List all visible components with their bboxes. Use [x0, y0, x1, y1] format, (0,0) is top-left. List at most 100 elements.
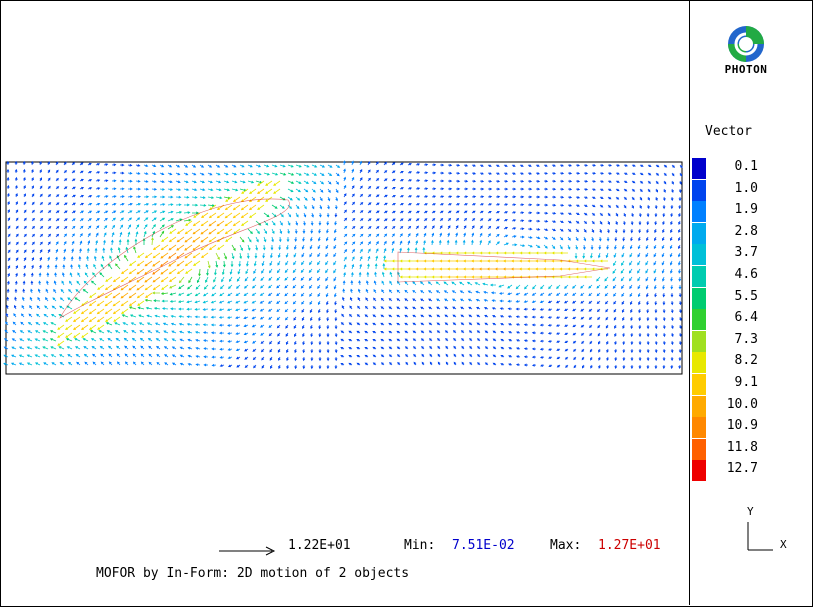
vector-arrow: [22, 296, 25, 302]
vector-arrow: [215, 196, 223, 200]
vector-arrow: [663, 172, 667, 177]
vector-arrow: [243, 324, 249, 328]
vector-arrow: [243, 292, 249, 296]
vector-arrow: [519, 267, 528, 271]
vector-arrow: [195, 363, 201, 367]
vector-arrow: [391, 267, 400, 271]
vector-arrow: [396, 322, 401, 326]
vector-arrow: [23, 209, 27, 214]
vector-arrow: [45, 297, 49, 302]
vector-arrow: [218, 300, 225, 304]
vector-arrow: [34, 354, 41, 358]
vector-arrow: [4, 329, 9, 334]
vector-arrow: [451, 281, 457, 286]
vector-arrow: [47, 161, 50, 166]
vector-arrow: [359, 160, 363, 166]
vector-arrow: [292, 276, 297, 281]
vector-arrow: [356, 355, 361, 358]
vector-arrow: [543, 187, 549, 191]
vector-arrow: [535, 244, 541, 248]
vector-arrow: [407, 171, 413, 174]
vector-arrow: [146, 322, 153, 326]
vector-arrow: [85, 263, 89, 270]
vector-arrow: [471, 172, 477, 175]
vector-arrow: [326, 348, 330, 354]
vector-arrow: [407, 267, 416, 271]
legend-label: 12.7: [726, 461, 758, 477]
vector-arrow: [423, 203, 428, 206]
vector-arrow: [145, 292, 153, 298]
vector-arrow: [231, 180, 238, 184]
vector-arrow: [326, 324, 330, 330]
vector-arrow: [310, 340, 314, 346]
vector-arrow: [383, 186, 388, 190]
vector-arrow: [65, 332, 73, 338]
vector-arrow: [27, 322, 33, 326]
vector-arrow: [572, 308, 577, 312]
vector-arrow: [39, 225, 44, 230]
vector-arrow: [103, 210, 109, 214]
vector-arrow: [391, 195, 396, 198]
vector-arrow: [461, 345, 465, 350]
vector-arrow: [263, 236, 267, 243]
vector-arrow: [404, 330, 409, 334]
vector-arrow: [590, 364, 593, 369]
vector-arrow: [551, 203, 557, 207]
vector-arrow: [139, 330, 145, 334]
vector-arrow: [206, 268, 209, 276]
vector-arrow: [187, 330, 193, 334]
vector-arrow: [79, 186, 85, 190]
vector-arrow: [404, 338, 409, 342]
vector-arrow: [479, 251, 488, 255]
vector-arrow: [451, 290, 457, 294]
vector-arrow: [15, 233, 19, 238]
vector-arrow: [87, 162, 92, 166]
vector-arrow: [646, 364, 650, 370]
vector-arrow: [244, 364, 249, 368]
vector-arrow: [500, 363, 505, 366]
vector-arrow: [373, 288, 377, 294]
vector-arrow: [7, 265, 11, 270]
vector-arrow: [645, 276, 649, 282]
vector-arrow: [405, 361, 409, 366]
vector-arrow: [620, 268, 625, 274]
vector-arrow: [646, 236, 649, 242]
vector-arrow: [132, 353, 137, 358]
vector-arrow: [531, 292, 537, 296]
vector-arrow: [671, 172, 675, 177]
vector-arrow: [519, 251, 528, 255]
vector-arrow: [508, 363, 513, 366]
vector-arrow: [36, 305, 41, 310]
vector-arrow: [396, 314, 401, 318]
vector-arrow: [559, 171, 565, 175]
vector-arrow: [404, 289, 409, 294]
vector-arrow: [559, 244, 563, 250]
vector-arrow: [251, 300, 257, 304]
vector-arrow: [508, 339, 513, 342]
vector-arrow: [423, 225, 427, 230]
vector-arrow: [179, 362, 185, 366]
vector-arrow: [388, 298, 393, 302]
object-1-ellipse: [59, 198, 290, 319]
vector-arrow: [630, 332, 634, 338]
vector-arrow: [69, 280, 73, 286]
vector-arrow: [228, 284, 233, 290]
vector-arrow: [287, 172, 295, 176]
reference-arrow-icon: [219, 546, 276, 556]
vector-arrow: [247, 244, 251, 251]
vector-arrow: [144, 276, 153, 283]
vector-arrow: [170, 307, 177, 311]
vector-arrow: [654, 204, 658, 210]
vector-arrow: [39, 201, 43, 206]
vector-arrow: [679, 332, 682, 337]
vector-arrow: [599, 220, 603, 225]
vector-arrow: [167, 210, 174, 214]
vector-arrow: [357, 297, 361, 302]
vector-arrow: [104, 284, 113, 291]
vector-arrow: [597, 252, 601, 259]
vector-arrow: [11, 338, 17, 342]
vector-arrow: [646, 340, 650, 346]
vector-arrow: [423, 218, 428, 222]
vector-arrow: [367, 263, 370, 270]
vector-arrow: [527, 259, 536, 263]
